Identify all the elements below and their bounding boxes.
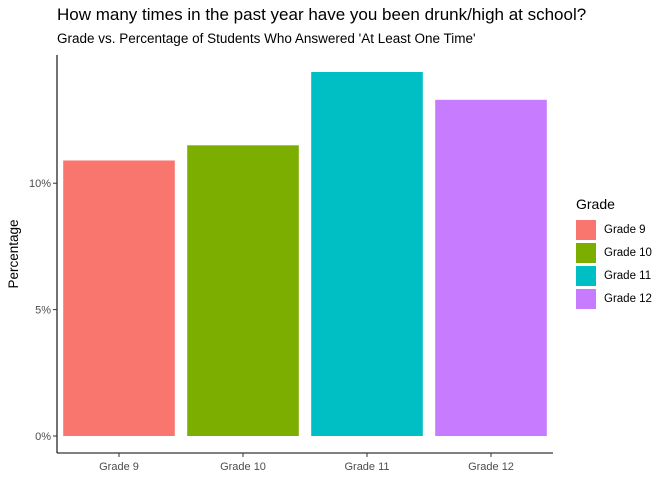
y-tick-label: 10% <box>29 178 51 190</box>
chart-subtitle: Grade vs. Percentage of Students Who Ans… <box>57 31 476 46</box>
legend-label: Grade 11 <box>604 269 652 282</box>
y-tick-label: 0% <box>35 431 51 443</box>
chart-title: How many times in the past year have you… <box>57 5 587 24</box>
legend-swatch <box>576 219 596 240</box>
legend-item: Grade 9 <box>576 218 652 241</box>
x-tick-label: Grade 9 <box>99 461 139 473</box>
legend: Grade Grade 9 Grade 10 Grade 11 Grade 12 <box>576 196 652 310</box>
bar-4 <box>435 99 547 437</box>
bar-1 <box>63 160 175 436</box>
bar-3 <box>311 72 423 436</box>
legend-item: Grade 11 <box>576 264 652 287</box>
legend-items: Grade 9 Grade 10 Grade 11 Grade 12 <box>576 218 652 310</box>
legend-label: Grade 10 <box>604 246 652 259</box>
legend-title: Grade <box>576 196 615 212</box>
y-axis-title: Percentage <box>6 219 21 288</box>
legend-swatch <box>576 242 596 263</box>
x-tick-label: Grade 10 <box>220 461 266 473</box>
legend-label: Grade 12 <box>604 292 652 305</box>
x-tick-label: Grade 11 <box>344 461 389 473</box>
legend-item: Grade 12 <box>576 287 652 310</box>
y-tick-label: 5% <box>35 305 51 317</box>
x-tick-label: Grade 12 <box>468 461 514 473</box>
legend-label: Grade 9 <box>604 223 646 236</box>
bar-2 <box>187 145 299 437</box>
legend-swatch <box>576 265 596 286</box>
legend-item: Grade 10 <box>576 241 652 264</box>
legend-swatch <box>576 288 596 309</box>
